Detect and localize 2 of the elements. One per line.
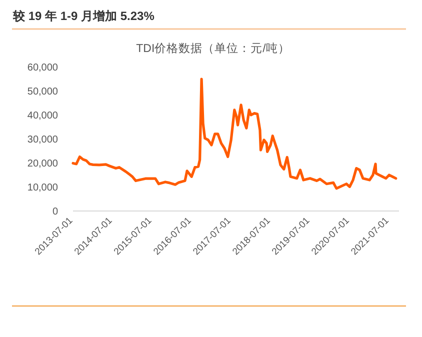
subtitle: TDI价格数据（单位：元/吨）: [136, 43, 290, 55]
title: 较 19 年 1-9 月增加 5.23%: [13, 9, 154, 23]
